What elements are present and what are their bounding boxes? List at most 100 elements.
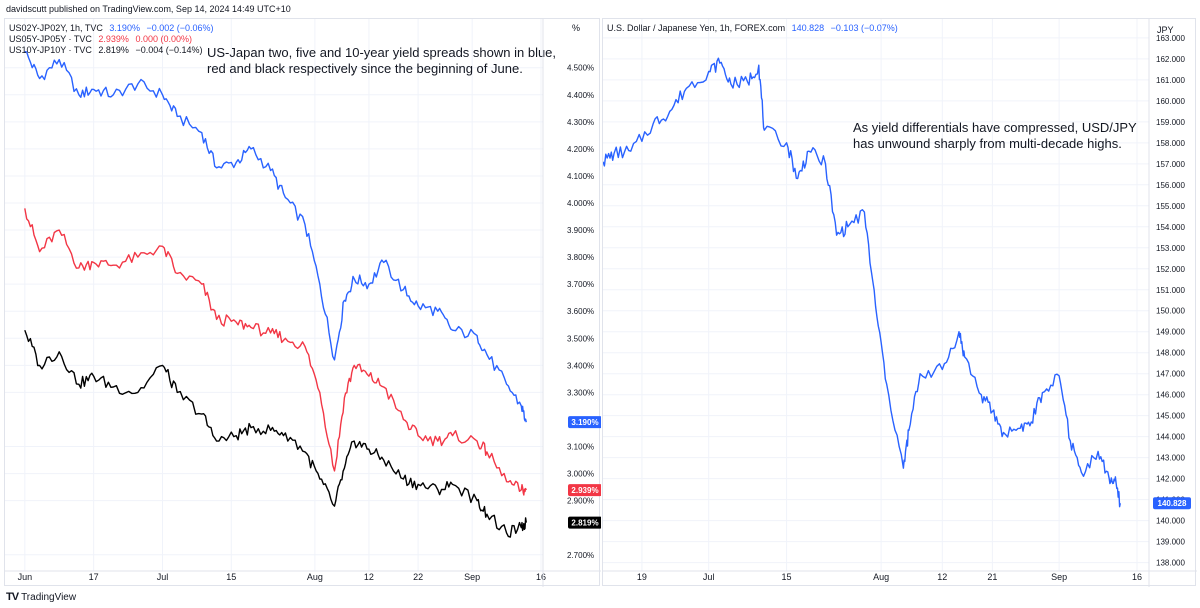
left-x-tick-label: 16 [536,572,546,582]
left-price-tag-bg [568,484,602,497]
right-x-tick-label: Sep [1051,572,1067,582]
right-y-tick-label: 142.000 [1156,475,1185,484]
right-y-tick-label: 151.000 [1156,286,1185,295]
right-x-tick-label: 16 [1132,572,1142,582]
right-y-tick-label: 157.000 [1156,160,1185,169]
right-x-tick-label: 12 [937,572,947,582]
right-y-tick-label: 139.000 [1156,538,1185,547]
legend-change: −0.002 (−0.06%) [146,23,213,33]
left-x-tick-label: 17 [89,572,99,582]
right-y-tick-label: 140.000 [1156,517,1185,526]
right-y-tick-label: 138.000 [1156,559,1185,568]
legend-value: 2.819% [98,45,129,55]
left-y-tick-label: 4.100% [567,172,594,181]
tradingview-footer[interactable]: TV TradingView [6,591,76,603]
publisher-header: davidscutt published on TradingView.com,… [6,4,291,14]
left-price-tag-label: 2.939% [571,486,598,495]
legend-change: −0.103 (−0.07%) [831,23,898,33]
right-x-tick-label: 19 [637,572,647,582]
left-y-tick-label: 4.300% [567,118,594,127]
legend-row-5y[interactable]: US05Y-JP05Y · TVC 2.939% 0.000 (0.00%) [9,34,192,44]
right-y-tick-label: 159.000 [1156,118,1185,127]
left-y-tick-label: 4.200% [567,145,594,154]
left-y-tick-label: 3.700% [567,280,594,289]
yield-spread-chart: % 4.500% 4.400% 4.300% 4.200% 4.100% 4.000% 3.… [5,19,602,587]
right-y-tick-label: 163.000 [1156,34,1185,43]
tradingview-logo-icon: TV [6,591,19,603]
left-x-tick-label: Jun [18,572,33,582]
legend-value: 140.828 [792,23,825,33]
right-y-tick-label: 148.000 [1156,349,1185,358]
tradingview-brand: TradingView [21,591,77,603]
legend-symbol: US02Y-JP02Y, 1h, TVC [9,23,103,33]
legend-row-10y[interactable]: US10Y-JP10Y · TVC 2.819% −0.004 (−0.14%) [9,45,203,55]
left-y-tick-label: 3.500% [567,334,594,343]
right-y-tick-label: 155.000 [1156,202,1185,211]
left-y-tick-label: 3.100% [567,443,594,452]
left-series [24,50,527,538]
legend-symbol: U.S. Dollar / Japanese Yen, 1h, FOREX.co… [607,23,785,33]
right-y-tick-label: 161.000 [1156,76,1185,85]
legend-change: 0.000 (0.00%) [135,34,192,44]
left-price-tag-bg [568,516,602,529]
left-legend: US02Y-JP02Y, 1h, TVC 3.190% −0.002 (−0.0… [9,23,214,55]
left-annotation-line-1: US-Japan two, five and 10-year yield spr… [207,45,556,60]
right-x-axis: 19 Jul 15 Aug 12 21 Sep 16 [637,572,1142,582]
left-y-tick-label: 2.700% [567,551,594,560]
legend-row-2y[interactable]: US02Y-JP02Y, 1h, TVC 3.190% −0.002 (−0.0… [9,23,214,33]
left-unit-label: % [572,23,580,33]
left-y-tick-label: 3.800% [567,253,594,262]
usdjpy-chart: JPY 163.000162.000161.000160.000159.0001… [602,19,1197,587]
yield-spread-pane: % 4.500% 4.400% 4.300% 4.200% 4.100% 4.000% 3.… [4,18,602,587]
right-y-tick-label: 146.000 [1156,391,1185,400]
right-x-tick-label: Aug [873,572,889,582]
left-y-tick-label: 2.900% [567,497,594,506]
right-y-tick-label: 158.000 [1156,139,1185,148]
legend-change: −0.004 (−0.14%) [135,45,202,55]
right-y-tick-label: 149.000 [1156,328,1185,337]
right-y-tick-label: 144.000 [1156,433,1185,442]
right-y-tick-label: 162.000 [1156,55,1185,64]
left-y-tick-label: 3.400% [567,361,594,370]
right-y-tick-label: 160.000 [1156,97,1185,106]
right-price-tag-bg [1153,497,1191,510]
left-annotation: US-Japan two, five and 10-year yield spr… [207,45,560,76]
left-y-tick-label: 4.400% [567,91,594,100]
right-annotation: As yield differentials have compressed, … [853,120,1140,151]
left-y-tick-label: 3.300% [567,388,594,397]
right-y-tick-label: 150.000 [1156,307,1185,316]
legend-row-usdjpy[interactable]: U.S. Dollar / Japanese Yen, 1h, FOREX.co… [607,23,898,33]
left-x-tick-label: 12 [364,572,374,582]
right-y-axis: 163.000 162.000 161.000 160.000 159.000 158.0… [1156,34,1185,568]
right-x-tick-label: Jul [703,572,715,582]
right-x-tick-label: 21 [987,572,997,582]
left-price-tag-label: 2.819% [571,519,598,528]
right-y-tick-label: 145.000 [1156,412,1185,421]
right-y-tick-label: 143.000 [1156,454,1185,463]
left-annotation-line-2: red and black respectively since the beg… [207,61,523,76]
series-line-us02y-jp02y [24,50,527,423]
right-price-tags: 140.828 [1153,497,1191,510]
left-x-axis: Jun 17 Jul 15 Aug 12 22 Sep 16 [18,572,546,582]
left-price-tag-bg [568,416,602,429]
legend-value: 2.939% [98,34,129,44]
right-x-tick-label: 15 [782,572,792,582]
legend-value: 3.190% [109,23,140,33]
left-price-tag-label: 3.190% [571,418,598,427]
right-y-tick-label: 156.000 [1156,181,1185,190]
series-line-usdjpy [602,57,1121,508]
left-y-tick-label: 4.000% [567,199,594,208]
usdjpy-pane: JPY 163.000 162.000 161.000 160.000 159.000 1… [602,18,1197,587]
left-y-tick-label: 3.900% [567,226,594,235]
left-x-tick-label: Aug [307,572,323,582]
series-line-us10y-jp10y [24,329,527,538]
series-line-us05y-jp05y [24,208,527,496]
right-y-tick-label: 154.000 [1156,223,1185,232]
right-y-tick-label: 152.000 [1156,265,1185,274]
right-grid [603,19,1149,571]
left-y-tick-label: 3.000% [567,470,594,479]
right-y-tick-label: 153.000 [1156,244,1185,253]
left-x-tick-label: 15 [226,572,236,582]
legend-symbol: US05Y-JP05Y · TVC [9,34,92,44]
right-annotation-line-2: has unwound sharply from multi-decade hi… [853,136,1122,151]
